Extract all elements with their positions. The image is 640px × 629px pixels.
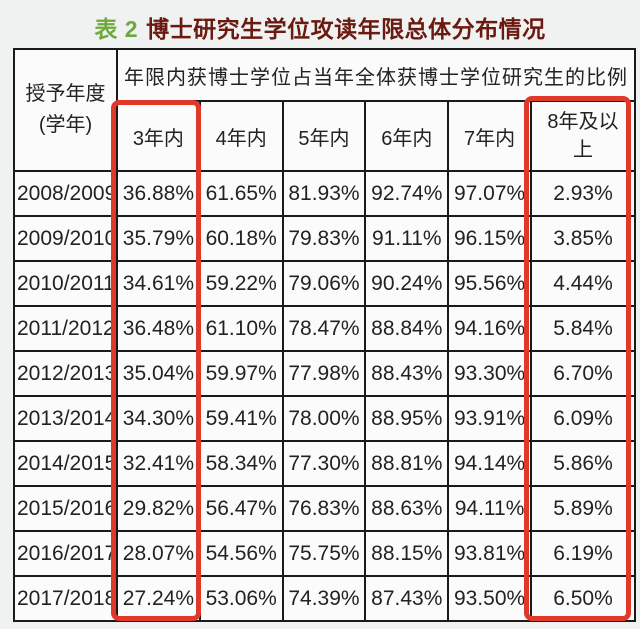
span-header-ratio: 年限内获博士学位占当年全体获博士学位研究生的比例 [115, 48, 637, 102]
value-cell: 59.22% [198, 260, 284, 307]
value-cell: 77.98% [281, 350, 367, 397]
value-cell: 78.00% [281, 395, 367, 442]
year-cell: 2013/2014 [13, 395, 118, 442]
table-body: 2008/2009 36.88% 61.65% 81.93% 92.74% 97.07% 2… [13, 170, 637, 622]
corner-header-line1: 授予年度 [25, 83, 106, 105]
value-cell: 88.63% [364, 485, 450, 532]
value-cell: 93.91% [447, 395, 532, 442]
value-cell: 32.41% [115, 440, 201, 487]
value-cell: 53.06% [198, 575, 284, 622]
value-cell: 58.34% [198, 440, 284, 487]
value-cell: 88.95% [364, 395, 450, 442]
table-row: 2014/2015 32.41% 58.34% 77.30% 88.81% 94.14% 5… [13, 440, 637, 487]
column-header-5yr: 5年内 [281, 100, 367, 172]
value-cell: 91.11% [364, 215, 450, 262]
value-cell: 92.74% [364, 170, 450, 217]
table-row: 2011/2012 36.48% 61.10% 78.47% 88.84% 94.16% 5… [13, 305, 637, 352]
value-cell: 61.65% [198, 170, 284, 217]
column-header-7yr: 7年内 [447, 100, 532, 172]
table-title-text: 博士研究生学位攻读年限总体分布情况 [146, 16, 546, 42]
value-cell: 5.86% [529, 440, 637, 487]
value-cell: 93.30% [447, 350, 532, 397]
value-cell: 96.15% [447, 215, 532, 262]
value-cell: 34.30% [115, 395, 201, 442]
year-cell: 2015/2016 [13, 485, 118, 532]
table-row: 2015/2016 29.82% 56.47% 76.83% 88.63% 94.11% 5… [13, 485, 637, 532]
value-cell: 88.81% [364, 440, 450, 487]
value-cell: 36.48% [115, 305, 201, 352]
value-cell: 59.41% [198, 395, 284, 442]
value-cell: 87.43% [364, 575, 450, 622]
value-cell: 6.19% [529, 530, 637, 577]
value-cell: 94.16% [447, 305, 532, 352]
table-row: 2016/2017 28.07% 54.56% 75.75% 88.15% 93.81% 6… [13, 530, 637, 577]
year-cell: 2017/2018 [13, 575, 118, 622]
value-cell: 78.47% [281, 305, 367, 352]
table-row: 2012/2013 35.04% 59.97% 77.98% 88.43% 93.30% 6… [13, 350, 637, 397]
table-number-label: 表 2 [94, 16, 139, 42]
value-cell: 79.83% [281, 215, 367, 262]
value-cell: 79.06% [281, 260, 367, 307]
value-cell: 35.79% [115, 215, 201, 262]
column-header-4yr: 4年内 [198, 100, 284, 172]
value-cell: 94.11% [447, 485, 532, 532]
corner-header-award-year: 授予年度 (学年) [13, 48, 118, 172]
value-cell: 97.07% [447, 170, 532, 217]
table-row: 2017/2018 27.24% 53.06% 74.39% 87.43% 93.50% 6… [13, 575, 637, 622]
year-cell: 2010/2011 [13, 260, 118, 307]
year-cell: 2012/2013 [13, 350, 118, 397]
value-cell: 6.50% [529, 575, 637, 622]
duration-distribution-table: 授予年度 (学年) 年限内获博士学位占当年全体获博士学位研究生的比例 3年内 4… [13, 48, 637, 622]
value-cell: 54.56% [198, 530, 284, 577]
value-cell: 4.44% [529, 260, 637, 307]
value-cell: 60.18% [198, 215, 284, 262]
value-cell: 28.07% [115, 530, 201, 577]
year-cell: 2014/2015 [13, 440, 118, 487]
table-row: 2010/2011 34.61% 59.22% 79.06% 90.24% 95.56% 4… [13, 260, 637, 307]
column-header-8yr-plus: 8年及以上 [529, 100, 637, 172]
page-title: 表 2 博士研究生学位攻读年限总体分布情况 [0, 10, 640, 44]
value-cell: 76.83% [281, 485, 367, 532]
value-cell: 2.93% [529, 170, 637, 217]
value-cell: 29.82% [115, 485, 201, 532]
value-cell: 75.75% [281, 530, 367, 577]
column-header-3yr: 3年内 [115, 100, 201, 172]
value-cell: 90.24% [364, 260, 450, 307]
value-cell: 35.04% [115, 350, 201, 397]
value-cell: 6.70% [529, 350, 637, 397]
value-cell: 61.10% [198, 305, 284, 352]
value-cell: 27.24% [115, 575, 201, 622]
table-row: 2008/2009 36.88% 61.65% 81.93% 92.74% 97.07% 2… [13, 170, 637, 217]
year-cell: 2008/2009 [13, 170, 118, 217]
year-cell: 2009/2010 [13, 215, 118, 262]
value-cell: 88.15% [364, 530, 450, 577]
value-cell: 34.61% [115, 260, 201, 307]
table-row: 2009/2010 35.79% 60.18% 79.83% 91.11% 96.15% 3… [13, 215, 637, 262]
value-cell: 77.30% [281, 440, 367, 487]
value-cell: 95.56% [447, 260, 532, 307]
value-cell: 81.93% [281, 170, 367, 217]
year-cell: 2011/2012 [13, 305, 118, 352]
value-cell: 93.81% [447, 530, 532, 577]
value-cell: 5.89% [529, 485, 637, 532]
value-cell: 74.39% [281, 575, 367, 622]
value-cell: 5.84% [529, 305, 637, 352]
column-header-6yr: 6年内 [364, 100, 450, 172]
corner-header-line2: (学年) [38, 114, 93, 136]
value-cell: 94.14% [447, 440, 532, 487]
value-cell: 93.50% [447, 575, 532, 622]
value-cell: 6.09% [529, 395, 637, 442]
value-cell: 88.84% [364, 305, 450, 352]
value-cell: 88.43% [364, 350, 450, 397]
value-cell: 3.85% [529, 215, 637, 262]
value-cell: 56.47% [198, 485, 284, 532]
year-cell: 2016/2017 [13, 530, 118, 577]
value-cell: 36.88% [115, 170, 201, 217]
table-row: 2013/2014 34.30% 59.41% 78.00% 88.95% 93.91% 6… [13, 395, 637, 442]
value-cell: 59.97% [198, 350, 284, 397]
